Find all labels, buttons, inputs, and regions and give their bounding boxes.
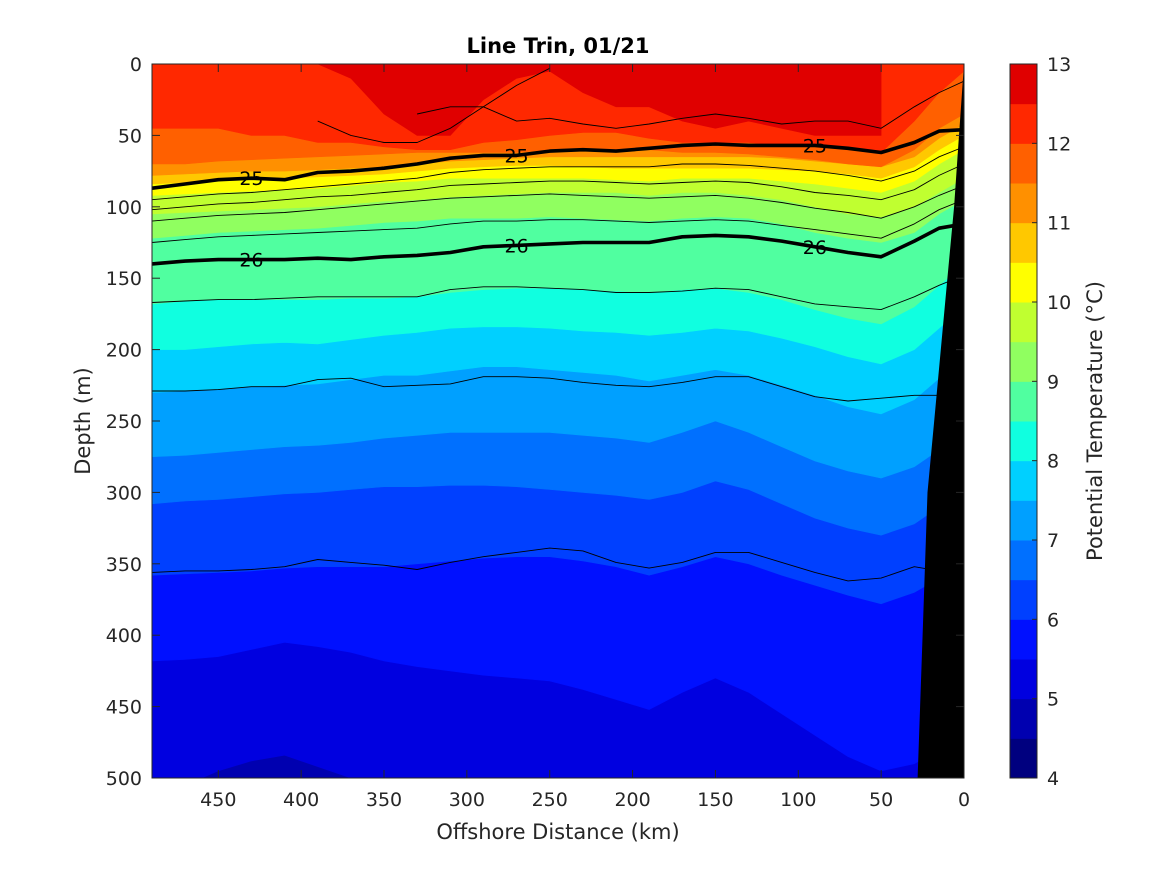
colorbar-tick-label: 6: [1047, 609, 1059, 631]
density-contour-thick: [152, 222, 964, 266]
colorbar: 4 5 6 7 8 9 10 11 12 13 Potential Temperature (°C…: [1009, 54, 1107, 790]
y-axis: 0 50 100 150 200 250 300 350 400 450 500: [106, 54, 964, 790]
colorbar-swatch: [1010, 500, 1037, 541]
x-tick-label: 50: [869, 789, 893, 811]
colorbar-swatch: [1010, 619, 1037, 660]
colorbar-frame: [1009, 63, 1038, 779]
density-contour-lines: [152, 67, 964, 582]
x-tick-label: 250: [532, 789, 568, 811]
colorbar-swatch: [1010, 103, 1037, 144]
density-contour-thick: [152, 127, 964, 190]
colorbar-tick-label: 13: [1047, 54, 1071, 76]
contour-label: 26: [239, 250, 263, 272]
colorbar-swatch: [1010, 64, 1037, 105]
contour-label: 25: [803, 135, 827, 157]
y-tick-label: 400: [106, 625, 142, 647]
bottom-topography: [917, 64, 964, 778]
colorbar-swatches: [1010, 64, 1037, 779]
contour-label: 26: [504, 235, 528, 257]
y-tick-label: 250: [106, 411, 142, 433]
density-contour-thin: [417, 80, 964, 129]
colorbar-swatch: [1010, 143, 1037, 184]
density-contour-thin: [152, 184, 964, 222]
density-contour-thin: [152, 163, 964, 211]
density-contour-thin: [152, 199, 964, 243]
y-tick-label: 200: [106, 340, 142, 362]
y-tick-label: 50: [118, 125, 142, 147]
contour-label: 26: [803, 237, 827, 259]
colorbar-swatch: [1010, 183, 1037, 224]
y-tick-label: 500: [106, 768, 142, 790]
y-tick-label: 0: [130, 54, 142, 76]
density-contour-thin: [152, 274, 964, 311]
density-contour-thin: [152, 547, 964, 582]
land-mask: [917, 64, 964, 778]
colorbar-tick-label: 4: [1047, 768, 1059, 790]
colorbar-swatch: [1010, 341, 1037, 382]
chart-title: Line Trin, 01/21: [466, 34, 649, 58]
y-tick-label: 350: [106, 554, 142, 576]
x-tick-label: 0: [958, 789, 970, 811]
colorbar-swatch: [1010, 540, 1037, 581]
colorbar-swatch: [1010, 460, 1037, 501]
colorbar-tick-label: 7: [1047, 530, 1059, 552]
colorbar-swatch: [1010, 302, 1037, 343]
x-tick-label: 350: [366, 789, 402, 811]
y-tick-label: 150: [106, 268, 142, 290]
colorbar-tick-label: 12: [1047, 133, 1071, 155]
x-tick-label: 200: [614, 789, 650, 811]
colorbar-tick-label: 11: [1047, 213, 1071, 235]
colorbar-swatch: [1010, 659, 1037, 700]
x-axis-label: Offshore Distance (km): [436, 820, 679, 844]
y-tick-label: 100: [106, 197, 142, 219]
colorbar-ticks: 4 5 6 7 8 9 10 11 12 13: [1032, 54, 1071, 790]
colorbar-tick-label: 9: [1047, 371, 1059, 393]
colorbar-swatch: [1010, 579, 1037, 620]
colorbar-label: Potential Temperature (°C): [1083, 281, 1107, 561]
x-tick-label: 150: [697, 789, 733, 811]
x-tick-label: 300: [449, 789, 485, 811]
contour-label: 25: [239, 168, 263, 190]
filled-contours: [152, 64, 964, 778]
colorbar-tick-label: 8: [1047, 451, 1059, 473]
density-contour-thin: [317, 67, 550, 143]
colorbar-tick-label: 10: [1047, 292, 1071, 314]
colorbar-swatch: [1010, 421, 1037, 462]
y-tick-label: 300: [106, 482, 142, 504]
colorbar-swatch: [1010, 381, 1037, 422]
colorbar-tick-label: 5: [1047, 689, 1059, 711]
plot-area: 25 25 25 26 26 26: [151, 63, 965, 779]
density-contour-thin: [152, 146, 964, 201]
colorbar-swatch: [1010, 698, 1037, 739]
x-tick-label: 450: [200, 789, 236, 811]
x-axis: 450 400 350 300 250 200 150 100 50 0: [200, 64, 970, 811]
contour-label: 25: [504, 145, 528, 167]
colorbar-swatch: [1010, 262, 1037, 303]
contour-labels: 25 25 25 26 26 26: [239, 135, 827, 272]
colorbar-swatch: [1010, 222, 1037, 263]
colorbar-swatch: [1010, 738, 1037, 779]
x-tick-label: 100: [780, 789, 816, 811]
y-axis-label: Depth (m): [71, 367, 95, 474]
x-tick-label: 400: [283, 789, 319, 811]
y-tick-label: 450: [106, 697, 142, 719]
density-contour-thin: [152, 376, 964, 402]
